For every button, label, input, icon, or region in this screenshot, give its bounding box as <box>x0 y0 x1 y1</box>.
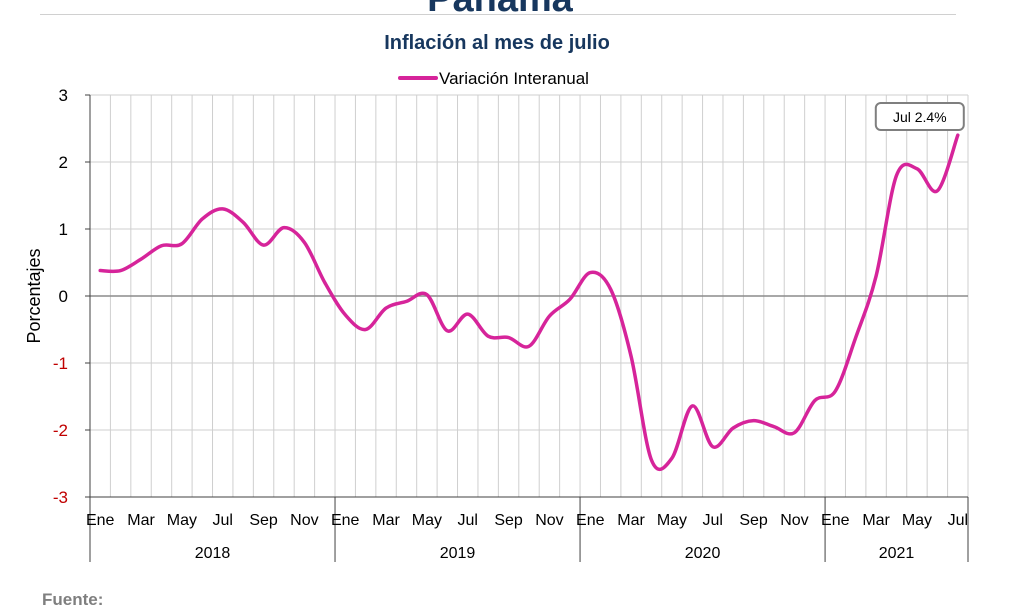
y-tick-label: 1 <box>59 220 68 239</box>
x-tick-label: Nov <box>535 512 563 529</box>
annotation-box <box>874 102 965 131</box>
x-tick-label: Sep <box>739 512 768 529</box>
x-tick-label: Jul <box>212 512 232 529</box>
series-layer <box>98 133 960 472</box>
x-tick-label: May <box>902 512 932 529</box>
x-tick-label: Jul <box>703 512 723 529</box>
y-tick-label: 0 <box>59 287 68 306</box>
x-tick-label: Mar <box>862 512 890 529</box>
annotation-label: Jul 2.4% <box>893 109 947 125</box>
year-label: 2018 <box>195 545 231 562</box>
page-title: Panamá <box>0 0 1000 21</box>
y-tick-label: -3 <box>53 488 68 507</box>
x-tick-label: May <box>657 512 687 529</box>
chart-title: Inflación al mes de julio <box>384 32 610 54</box>
x-tick-label: Nov <box>780 512 808 529</box>
x-tick-label: Mar <box>617 512 645 529</box>
y-tick-label: 3 <box>59 86 68 105</box>
x-tick-label: Ene <box>86 512 115 529</box>
x-tick-label: Ene <box>331 512 360 529</box>
grid-layer <box>90 94 969 498</box>
source-label: Fuente: <box>42 590 104 609</box>
legend-label: Variación Interanual <box>439 69 589 88</box>
x-tick-label: Jul <box>458 512 478 529</box>
x-tick-label: Ene <box>576 512 605 529</box>
title-divider <box>40 14 956 15</box>
y-tick-label: -1 <box>53 354 68 373</box>
year-label: 2019 <box>440 545 476 562</box>
x-tick-label: Sep <box>249 512 278 529</box>
year-label: 2020 <box>685 545 721 562</box>
x-tick-label: Mar <box>127 512 155 529</box>
x-tick-label: May <box>167 512 197 529</box>
y-tick-label: -2 <box>53 421 68 440</box>
x-tick-label: May <box>412 512 442 529</box>
x-tick-label: Ene <box>821 512 850 529</box>
series-line <box>98 133 960 472</box>
year-label: 2021 <box>879 545 915 562</box>
y-axis-label: Porcentajes <box>24 248 44 343</box>
x-tick-label: Nov <box>290 512 318 529</box>
label-layer: 3 2 1 0 -1 -2 -3 Ene Mar May Jul Sep Nov Ene Mar May Jul… <box>24 32 968 562</box>
y-tick-label: 2 <box>59 153 68 172</box>
x-tick-label: Mar <box>372 512 400 529</box>
x-tick-label: Jul <box>948 512 968 529</box>
axis-layer <box>85 94 969 562</box>
x-tick-label: Sep <box>494 512 523 529</box>
